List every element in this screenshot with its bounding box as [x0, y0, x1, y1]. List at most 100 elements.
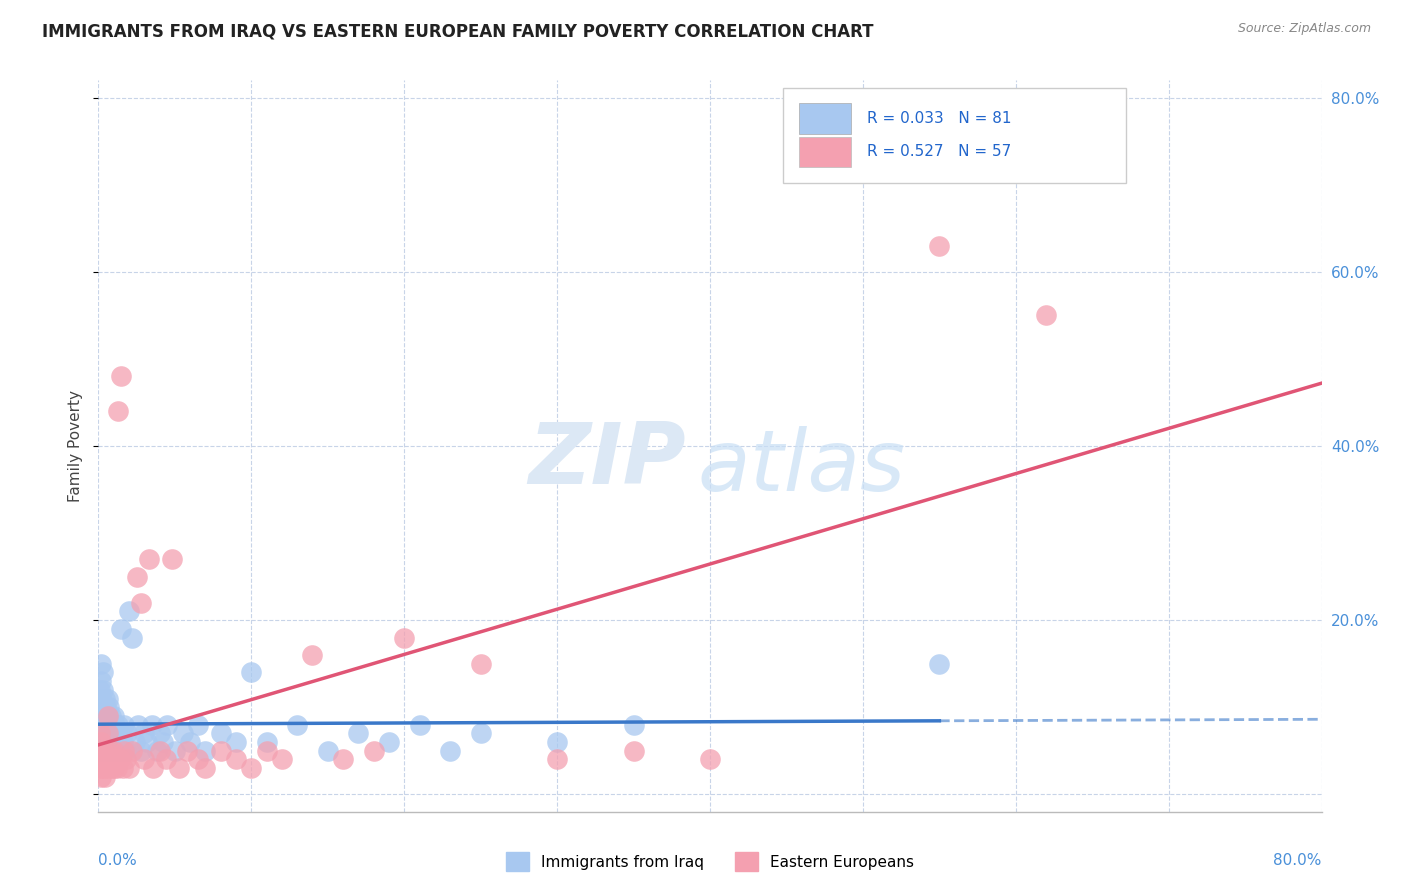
Point [176, 744, 198, 758]
Point [107, 735, 129, 749]
Point [89, 717, 111, 731]
Point [103, 709, 125, 723]
Point [108, 744, 131, 758]
Point [93, 770, 115, 784]
Point [101, 752, 124, 766]
Point [94, 717, 117, 731]
Point [112, 744, 135, 758]
Point [100, 761, 122, 775]
Point [1035, 309, 1057, 323]
Point [136, 735, 159, 749]
Point [97, 691, 120, 706]
Point [97, 744, 120, 758]
Point [209, 744, 232, 758]
Point [103, 744, 125, 758]
Text: atlas: atlas [697, 426, 905, 509]
Point [121, 631, 143, 645]
Point [91, 761, 114, 775]
Point [225, 735, 247, 749]
Text: ZIP: ZIP [527, 419, 686, 502]
Point [104, 752, 127, 766]
Point [285, 717, 308, 731]
Point [94, 761, 117, 775]
Point [125, 569, 148, 583]
Point [103, 744, 125, 758]
Point [152, 735, 174, 749]
Point [439, 744, 461, 758]
Point [163, 744, 186, 758]
Point [129, 744, 152, 758]
Text: 80.0%: 80.0% [1274, 854, 1322, 868]
Point [89, 726, 111, 740]
Point [145, 744, 167, 758]
Point [187, 717, 209, 731]
Point [408, 717, 430, 731]
Point [100, 726, 122, 740]
Point [103, 761, 125, 775]
Point [194, 761, 217, 775]
Point [172, 726, 194, 740]
Point [392, 631, 416, 645]
Point [97, 709, 120, 723]
Point [100, 744, 122, 758]
Point [98, 700, 121, 714]
Point [100, 709, 122, 723]
Point [90, 735, 112, 749]
Point [121, 744, 143, 758]
Point [301, 648, 323, 662]
Text: R = 0.527   N = 57: R = 0.527 N = 57 [866, 145, 1011, 160]
Point [93, 709, 115, 723]
Point [209, 726, 232, 740]
Point [270, 752, 292, 766]
Point [470, 657, 492, 671]
Point [316, 744, 339, 758]
Point [112, 717, 135, 731]
Point [103, 726, 125, 740]
Point [91, 735, 114, 749]
Point [89, 744, 111, 758]
Point [100, 744, 122, 758]
Point [546, 752, 568, 766]
Point [134, 726, 156, 740]
Point [107, 717, 129, 731]
Text: R = 0.033   N = 81: R = 0.033 N = 81 [866, 111, 1011, 126]
Point [115, 744, 138, 758]
FancyBboxPatch shape [783, 87, 1126, 183]
Point [91, 700, 114, 714]
Point [160, 552, 183, 566]
Point [149, 744, 172, 758]
Point [110, 369, 132, 384]
Point [118, 604, 141, 618]
Point [93, 691, 115, 706]
Point [225, 752, 247, 766]
Point [90, 657, 112, 671]
Point [347, 726, 370, 740]
Point [90, 709, 112, 723]
Point [98, 717, 121, 731]
Point [134, 752, 156, 766]
Point [90, 674, 112, 689]
Point [90, 752, 112, 766]
Point [93, 752, 115, 766]
Point [127, 717, 149, 731]
Point [124, 735, 146, 749]
Point [104, 735, 127, 749]
Point [93, 726, 115, 740]
Point [470, 726, 492, 740]
Point [332, 752, 354, 766]
Point [97, 709, 120, 723]
Point [363, 744, 385, 758]
FancyBboxPatch shape [800, 136, 851, 168]
Point [142, 761, 165, 775]
Point [105, 726, 128, 740]
Point [98, 735, 121, 749]
FancyBboxPatch shape [800, 103, 851, 134]
Point [141, 717, 163, 731]
Point [91, 744, 114, 758]
Point [179, 735, 201, 749]
Point [91, 682, 114, 697]
Point [97, 726, 120, 740]
Text: Source: ZipAtlas.com: Source: ZipAtlas.com [1237, 22, 1371, 36]
Point [623, 717, 645, 731]
Text: 0.0%: 0.0% [98, 854, 138, 868]
